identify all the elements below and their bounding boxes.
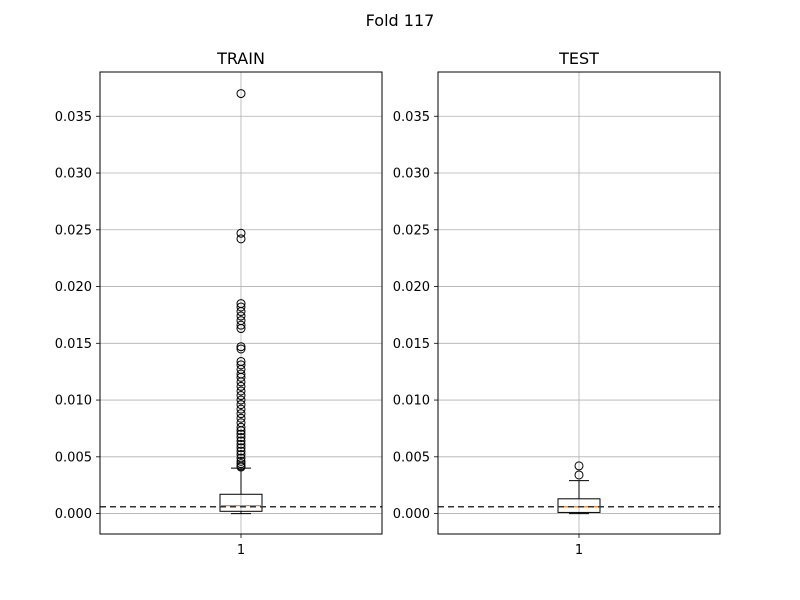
y-tick-label: 0.005 — [55, 450, 92, 465]
outlier-point — [236, 443, 246, 453]
outlier-point — [236, 381, 246, 391]
outlier-point — [236, 89, 246, 99]
y-tick-label: 0.020 — [55, 280, 92, 295]
y-tick-label: 0.015 — [55, 337, 92, 352]
y-tick-label: 0.035 — [55, 110, 92, 125]
outlier-point — [236, 459, 246, 469]
y-tick-label: 0.030 — [393, 167, 430, 182]
outlier-point — [236, 436, 246, 446]
outlier-point — [236, 439, 246, 449]
y-tick-label: 0.010 — [55, 394, 92, 409]
y-tick-label: 0.025 — [55, 223, 92, 238]
axes-frame — [99, 71, 383, 535]
outlier-point — [236, 320, 246, 330]
y-tick-label: 0.005 — [393, 450, 430, 465]
outlier-point — [236, 372, 246, 382]
outlier-point — [236, 228, 246, 238]
panel-test: TEST 0.000 0.005 0.010 0.015 0.020 0.025 0.030 0… — [393, 49, 721, 558]
y-tick-label: 0.035 — [393, 110, 430, 125]
y-tick-label: 0.000 — [55, 507, 92, 522]
boxplot — [219, 467, 263, 515]
outlier-point — [236, 324, 246, 334]
outlier-point — [236, 311, 246, 321]
outlier-point — [236, 377, 246, 387]
outlier-point — [236, 409, 246, 419]
panels: TRAIN 0.000 0.005 0.010 0.015 0.020 0.025 0.030… — [55, 49, 721, 558]
outlier-point — [236, 395, 246, 405]
outlier-point — [236, 342, 246, 352]
axes-frame — [437, 71, 721, 535]
outlier-point — [574, 470, 584, 480]
y-tick-label: 0.030 — [55, 167, 92, 182]
outlier-point — [236, 426, 246, 436]
panel-train: TRAIN 0.000 0.005 0.010 0.015 0.020 0.025 0.030… — [55, 49, 383, 558]
panel-title: TRAIN — [216, 49, 265, 68]
outlier-point — [236, 302, 246, 312]
y-tick-label: 0.020 — [393, 280, 430, 295]
outlier-point — [236, 450, 246, 460]
y-tick-label: 0.000 — [393, 507, 430, 522]
outlier-point — [236, 446, 246, 456]
outlier-point — [236, 413, 246, 423]
outliers — [574, 461, 584, 480]
outlier-point — [236, 400, 246, 410]
outlier-point — [236, 404, 246, 414]
x-tick-label: 1 — [575, 543, 583, 558]
outlier-point — [236, 433, 246, 443]
outlier-point — [236, 422, 246, 432]
outlier-point — [236, 344, 246, 354]
y-tick-label: 0.025 — [393, 223, 430, 238]
outlier-point — [236, 360, 246, 370]
y-tick-label: 0.010 — [393, 394, 430, 409]
box-iqr — [557, 498, 601, 513]
outliers — [236, 89, 246, 472]
outlier-point — [236, 462, 246, 472]
figure-title: Fold 117 — [366, 11, 435, 30]
panel-title: TEST — [558, 49, 599, 68]
x-tick-label: 1 — [237, 543, 245, 558]
outlier-point — [236, 234, 246, 244]
outlier-point — [236, 307, 246, 317]
y-tick-label: 0.015 — [393, 337, 430, 352]
outlier-point — [236, 456, 246, 466]
outlier-point — [574, 461, 584, 471]
outlier-point — [236, 386, 246, 396]
box-iqr — [219, 493, 263, 512]
outlier-point — [236, 391, 246, 401]
outlier-point — [236, 429, 246, 439]
